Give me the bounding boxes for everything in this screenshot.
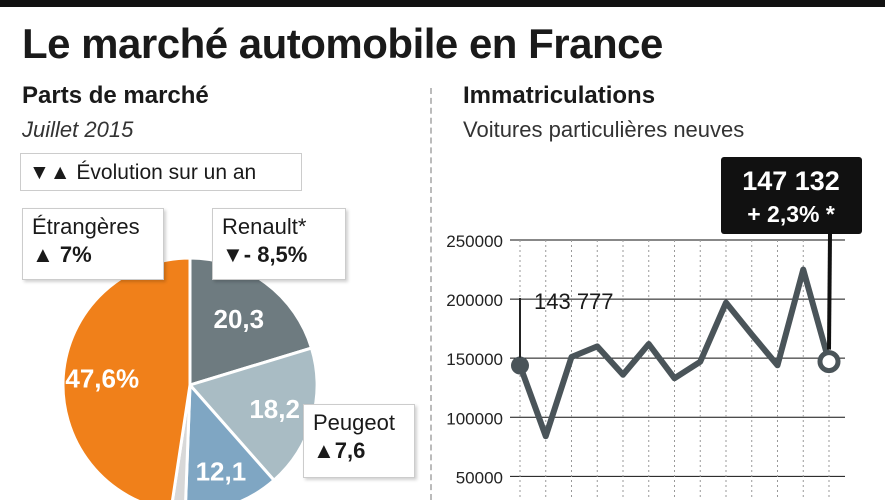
callout-renault-change: ▼- 8,5% — [222, 242, 308, 267]
start-value-label: 143 777 — [534, 289, 614, 314]
pie-slice-label: 47,6% — [65, 363, 139, 393]
top-bar — [0, 0, 885, 7]
y-tick-label: 100000 — [446, 409, 503, 428]
registrations-subtitle: Voitures particulières neuves — [463, 117, 745, 142]
callout-peugeot: Peugeot ▲7,6 — [303, 404, 415, 478]
end-value-box: 147 132 + 2,3% * — [721, 157, 862, 234]
callout-etrangeres-name: Étrangères — [32, 214, 140, 239]
end-value-label: 147 132 — [742, 166, 840, 196]
pie-slice-label: 12,1 — [196, 457, 247, 487]
pie-slice — [188, 256, 314, 388]
y-tick-label: 200000 — [446, 291, 503, 310]
callout-renault: Renault* ▼- 8,5% — [212, 208, 346, 280]
callout-etrangeres: Étrangères ▲ 7% — [22, 208, 164, 280]
callout-peugeot-change: ▲7,6 — [313, 438, 366, 463]
end-label-leader — [827, 233, 832, 350]
market-share-subtitle: Juillet 2015 — [22, 117, 134, 142]
callout-etrangeres-change: ▲ 7% — [32, 242, 92, 267]
legend-box: ▼▲ Évolution sur un an — [20, 153, 302, 191]
end-change-label: + 2,3% * — [747, 201, 835, 227]
y-tick-label: 250000 — [446, 232, 503, 251]
legend-text: Évolution sur un an — [76, 161, 257, 184]
pie-slice-label: 18,2 — [249, 394, 300, 424]
pie-slice — [184, 381, 277, 500]
y-tick-label: 50000 — [456, 468, 503, 487]
start-point-marker — [511, 356, 529, 375]
market-share-title: Parts de marché — [22, 82, 209, 109]
callout-renault-name: Renault* — [222, 214, 307, 239]
pie-slice-label: 20,3 — [214, 304, 265, 334]
registrations-series-line — [517, 266, 832, 440]
market-share-pie-chart: 20,3 18,2 12,1 47,6% — [61, 256, 319, 500]
column-divider — [430, 88, 432, 500]
page-title: Le marché automobile en France — [22, 20, 663, 67]
callout-peugeot-name: Peugeot — [313, 410, 395, 435]
registrations-title: Immatriculations — [463, 82, 656, 109]
end-point-marker — [817, 350, 841, 374]
y-tick-label: 150000 — [446, 350, 503, 369]
legend-triangles-icon: ▼▲ — [29, 161, 71, 184]
pie-slice — [171, 384, 192, 500]
